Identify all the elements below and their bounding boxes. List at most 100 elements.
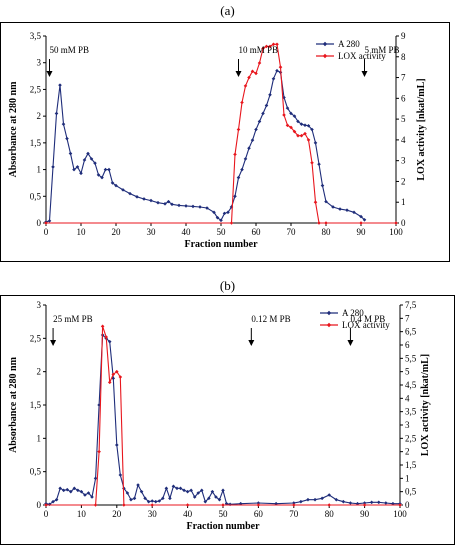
- x-tick-label: 70: [287, 227, 297, 237]
- a280-data-point: [212, 210, 216, 215]
- lox-data-point: [250, 69, 255, 74]
- a280-data-point: [221, 488, 225, 493]
- a280-data-point: [79, 171, 83, 176]
- a280-data-point: [192, 495, 197, 499]
- a280-data-point: [257, 119, 262, 124]
- lox-data-point: [256, 503, 261, 507]
- x-tick-label: 80: [322, 227, 332, 237]
- a280-data-point: [303, 123, 307, 128]
- x-tick-label: 90: [357, 227, 367, 237]
- lox-data-point: [271, 42, 276, 47]
- lox-data-point: [104, 335, 108, 339]
- a280-data-point: [51, 499, 55, 504]
- lox-data-point: [97, 449, 101, 454]
- x-tick-label: 90: [360, 509, 370, 519]
- y-right-tick-label: 4: [405, 393, 410, 403]
- lox-data-point: [240, 100, 244, 105]
- a280-data-point: [226, 210, 230, 215]
- a280-data-point: [163, 201, 167, 206]
- y-right-tick-label: 1: [405, 473, 410, 483]
- y-right-axis-title: LOX activity [nkat/mL]: [416, 78, 427, 180]
- y-left-tick-label: 0,5: [30, 191, 42, 201]
- a280-data-point: [121, 188, 125, 192]
- lox-data-point: [359, 221, 363, 225]
- a280-data-point: [68, 489, 73, 494]
- a280-data-point: [362, 501, 367, 505]
- a280-data-point: [61, 488, 66, 493]
- a280-data-point: [369, 500, 374, 505]
- y-right-tick-label: 3: [405, 420, 410, 430]
- a280-data-point: [149, 198, 153, 203]
- a280-data-point: [125, 491, 130, 495]
- a280-data-point: [338, 207, 342, 211]
- lox-data-point: [278, 65, 283, 69]
- lox-data-point: [261, 46, 265, 51]
- a280-data-point: [352, 210, 356, 215]
- lox-series-line: [46, 326, 400, 506]
- y-right-tick-label: 0: [405, 500, 410, 510]
- x-tick-label: 50: [219, 509, 229, 519]
- lox-data-point: [44, 221, 48, 225]
- lox-data-point: [362, 503, 367, 507]
- a280-data-point: [185, 489, 190, 494]
- panel-a-chart: 0 10 20 30 40 50 60 70 80 90 10000,511,522,533,501…: [8, 31, 427, 250]
- lox-data-point: [107, 380, 112, 385]
- a280-data-point: [90, 495, 94, 499]
- y-right-axis-title: LOX activity [nkat/mL]: [420, 354, 431, 456]
- lox-data-point: [292, 503, 296, 507]
- a280-data-point: [189, 488, 193, 493]
- a280-data-point: [115, 443, 119, 447]
- y-left-axis-title: Absorbance at 280 nm: [8, 356, 19, 453]
- x-tick-label: 30: [147, 227, 157, 237]
- a280-data-point: [274, 501, 278, 506]
- a280-data-point: [261, 111, 265, 116]
- x-tick-label: 20: [112, 509, 122, 519]
- a280-data-point: [54, 497, 59, 502]
- a280-data-point: [107, 167, 111, 172]
- a280-data-point: [238, 501, 243, 506]
- y-right-tick-label: 2,5: [405, 433, 417, 443]
- a280-data-point: [166, 199, 171, 204]
- lox-data-point: [398, 503, 402, 507]
- lox-data-point: [254, 71, 258, 76]
- a280-data-point: [103, 167, 108, 172]
- a280-data-point: [146, 499, 151, 504]
- panel-a-frame: [0, 22, 450, 262]
- a280-data-point: [219, 218, 223, 223]
- y-left-tick-label: 0: [37, 218, 42, 228]
- x-tick-label: 60: [252, 227, 262, 237]
- a280-data-point: [317, 162, 321, 167]
- x-tick-label: 100: [393, 509, 407, 519]
- y-right-tick-label: 3,5: [405, 407, 417, 417]
- a280-data-point: [210, 489, 215, 494]
- panel-b: (b) 0 10 20 30 40 50 60 70 80 90 100 0 0,5 1 1,5 2 2,5 3 0…: [0, 275, 455, 550]
- lox-data-point: [118, 375, 123, 379]
- y-right-tick-label: 2: [401, 176, 406, 186]
- a280-data-point: [93, 161, 97, 165]
- a280-data-point: [128, 191, 132, 196]
- y-left-tick-label: 1,5: [30, 400, 42, 410]
- lox-series-line: [46, 43, 396, 224]
- legend-lox-marker: [322, 53, 328, 59]
- buffer-arrow-head: [361, 71, 368, 77]
- y-right-tick-label: 4,5: [405, 380, 417, 390]
- a280-data-point: [129, 497, 133, 502]
- a280-data-point: [114, 183, 118, 188]
- lox-data-point: [299, 133, 304, 138]
- y-left-axis-title: Absorbance at 280 nm: [8, 81, 19, 178]
- lox-data-point: [233, 152, 237, 157]
- a280-data-point: [135, 195, 139, 199]
- a280-data-point: [54, 111, 59, 116]
- lox-data-point: [268, 44, 272, 49]
- y-left-tick-label: 3,5: [30, 31, 42, 41]
- a280-data-point: [236, 175, 241, 180]
- a280-data-point: [359, 214, 363, 219]
- x-tick-label: 0: [44, 227, 49, 237]
- x-tick-label: 100: [389, 227, 403, 237]
- legend-a280-label: A 280: [338, 39, 360, 49]
- a280-data-point: [292, 114, 297, 118]
- lox-data-point: [229, 221, 234, 225]
- a280-data-point: [334, 497, 339, 502]
- buffer-arrow-head: [50, 340, 57, 346]
- lox-data-point: [264, 44, 269, 49]
